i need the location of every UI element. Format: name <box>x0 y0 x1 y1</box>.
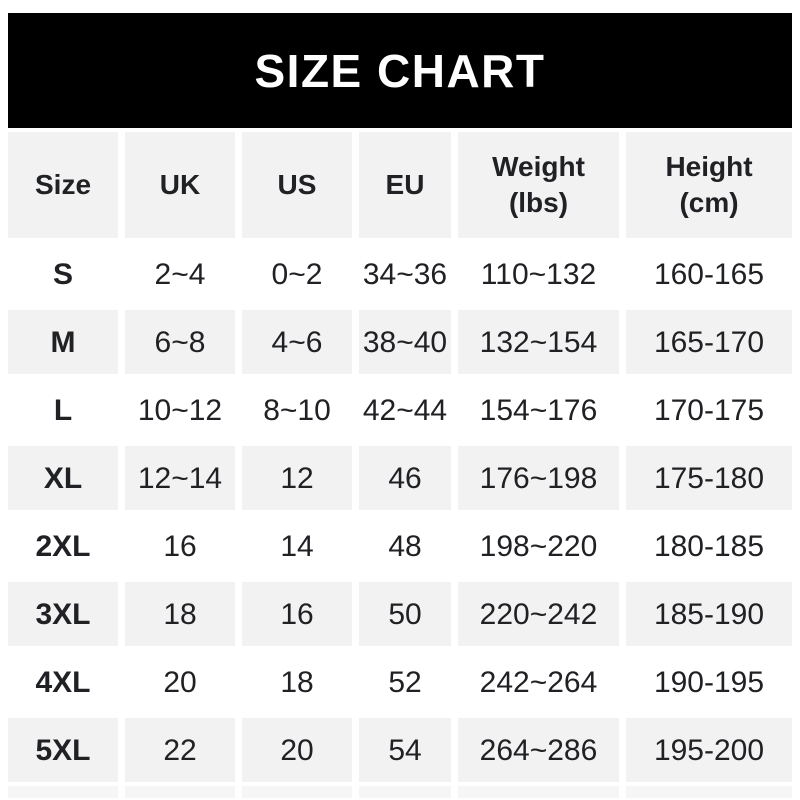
col-header-eu: EU <box>359 132 451 238</box>
col-header-height: Height (cm) <box>626 132 792 238</box>
table-cell-height: 180-185 <box>653 529 765 563</box>
table-cell-height: 170-175 <box>653 393 765 427</box>
table-cell-uk: 6~8 <box>125 310 235 374</box>
size-label-cell: 5XL <box>8 718 118 782</box>
table-cell-eu: 54 <box>359 718 451 782</box>
table-cell-height: 190-195 <box>653 665 765 699</box>
table-cell-uk: 18 <box>125 582 235 646</box>
table-cell-uk: 12~14 <box>125 446 235 510</box>
col-header-sublabel: (cm) <box>679 187 739 218</box>
table-cell-height: 165-170 <box>626 310 792 374</box>
table-cell-uk: 20 <box>163 665 197 699</box>
table-cell-us: 16 <box>242 582 352 646</box>
table-cell-us: 4~6 <box>242 310 352 374</box>
table-cell-weight: 132~154 <box>458 310 619 374</box>
cropped-row-cell <box>125 786 235 798</box>
size-label-cell: M <box>8 310 118 374</box>
table-cell-eu: 48 <box>388 529 422 563</box>
table-cell-us: 0~2 <box>271 257 323 291</box>
table-cell-us: 8~10 <box>263 393 331 427</box>
table-cell-eu: 42~44 <box>362 393 448 427</box>
size-label-cell: 2XL <box>35 529 91 563</box>
table-cell-weight: 176~198 <box>458 446 619 510</box>
col-header-label: EU <box>385 168 425 200</box>
cropped-row-cell <box>626 786 792 798</box>
table-cell-us: 12 <box>242 446 352 510</box>
col-header-label: Height <box>665 150 753 182</box>
table-cell-height: 175-180 <box>626 446 792 510</box>
size-label-cell: 3XL <box>8 582 118 646</box>
table-cell-eu: 38~40 <box>359 310 451 374</box>
table-cell-weight: 154~176 <box>479 393 598 427</box>
size-label-cell: 4XL <box>35 665 91 699</box>
col-header-sublabel: (lbs) <box>508 187 569 218</box>
cropped-row-cell <box>242 786 352 798</box>
table-cell-uk: 2~4 <box>154 257 206 291</box>
table-cell-height: 195-200 <box>626 718 792 782</box>
table-cell-weight: 198~220 <box>479 529 598 563</box>
size-label-cell: XL <box>8 446 118 510</box>
table-cell-uk: 10~12 <box>137 393 223 427</box>
table-cell-weight: 264~286 <box>458 718 619 782</box>
table-cell-height: 160-165 <box>653 257 765 291</box>
page-title: SIZE CHART <box>254 44 546 97</box>
cropped-row-cell <box>8 786 118 798</box>
table-cell-uk: 22 <box>125 718 235 782</box>
table-cell-eu: 34~36 <box>362 257 448 291</box>
table-cell-eu: 52 <box>388 665 422 699</box>
table-cell-weight: 110~132 <box>480 257 597 291</box>
col-header-uk: UK <box>125 132 235 238</box>
table-cell-us: 14 <box>280 529 314 563</box>
col-header-weight: Weight (lbs) <box>458 132 619 238</box>
cropped-row-cell <box>458 786 619 798</box>
table-cell-us: 18 <box>280 665 314 699</box>
table-cell-weight: 242~264 <box>479 665 598 699</box>
col-header-label: Weight <box>492 150 585 182</box>
col-header-us: US <box>242 132 352 238</box>
banner: SIZE CHART <box>8 13 792 128</box>
table-cell-weight: 220~242 <box>458 582 619 646</box>
size-table: Size UK US EU Weight (lbs) Height (cm) S… <box>8 132 792 798</box>
size-label-cell: L <box>53 393 73 427</box>
table-cell-eu: 50 <box>359 582 451 646</box>
col-header-size: Size <box>8 132 118 238</box>
size-label-cell: S <box>52 257 73 291</box>
table-cell-eu: 46 <box>359 446 451 510</box>
table-cell-us: 20 <box>242 718 352 782</box>
col-header-label: UK <box>159 168 201 200</box>
col-header-label: US <box>277 168 317 200</box>
cropped-row-cell <box>359 786 451 798</box>
table-cell-height: 185-190 <box>626 582 792 646</box>
col-header-label: Size <box>34 168 92 200</box>
table-cell-uk: 16 <box>163 529 197 563</box>
